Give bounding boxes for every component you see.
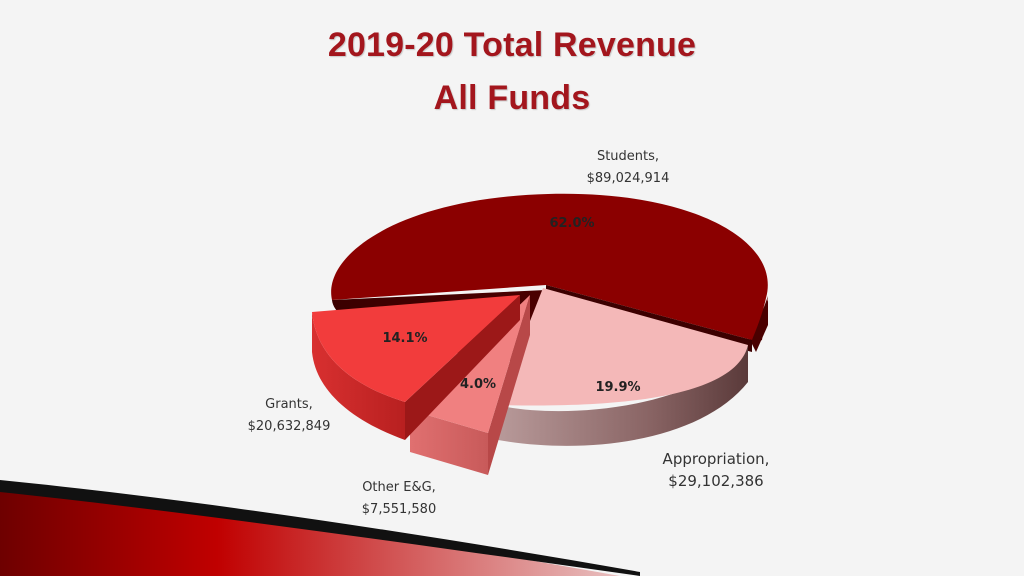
label-students-amount: $89,024,914 — [586, 171, 670, 186]
slice-students-wedge — [331, 193, 768, 340]
label-appropriation-name: Appropriation — [662, 450, 765, 468]
label-other-eg-name: Other E&G — [362, 480, 432, 495]
label-other-eg-amount: $7,551,580 — [361, 502, 437, 517]
label-grants: Grants, $20,632,849 — [248, 394, 331, 438]
slice-grants-cut — [405, 295, 520, 440]
label-appropriation-amount: $29,102,386 — [668, 472, 764, 490]
label-students: Students, $89,024,914 — [587, 146, 670, 190]
chart-title-line-1: 2019-20 Total Revenue — [327, 26, 697, 64]
slice-appropriation-wedge — [497, 288, 748, 406]
slice-grants-wedge — [312, 295, 520, 402]
label-students-name: Students — [596, 149, 655, 164]
slice-other-side-front — [410, 410, 488, 475]
label-grants-amount: $20,632,849 — [247, 419, 331, 434]
percent-label-appropriation: 19.9% — [595, 380, 641, 395]
slice-students-side-right — [748, 300, 768, 352]
percent-label-students: 62.0% — [549, 216, 595, 231]
label-appropriation: Appropriation, $29,102,386 — [662, 450, 770, 490]
percent-label-other-eg: 4.0% — [459, 377, 497, 392]
chart-title-line-2: All Funds — [433, 79, 591, 117]
label-grants-name: Grants — [265, 397, 309, 412]
decorative-ribbon-black — [0, 480, 640, 576]
label-other-eg: Other E&G, $7,551,580 — [362, 477, 436, 521]
slice-appropriation-side — [497, 345, 748, 446]
percent-label-grants: 14.1% — [382, 331, 428, 346]
slice-other-side-cut — [488, 295, 530, 475]
slice-grants-side — [312, 312, 405, 440]
